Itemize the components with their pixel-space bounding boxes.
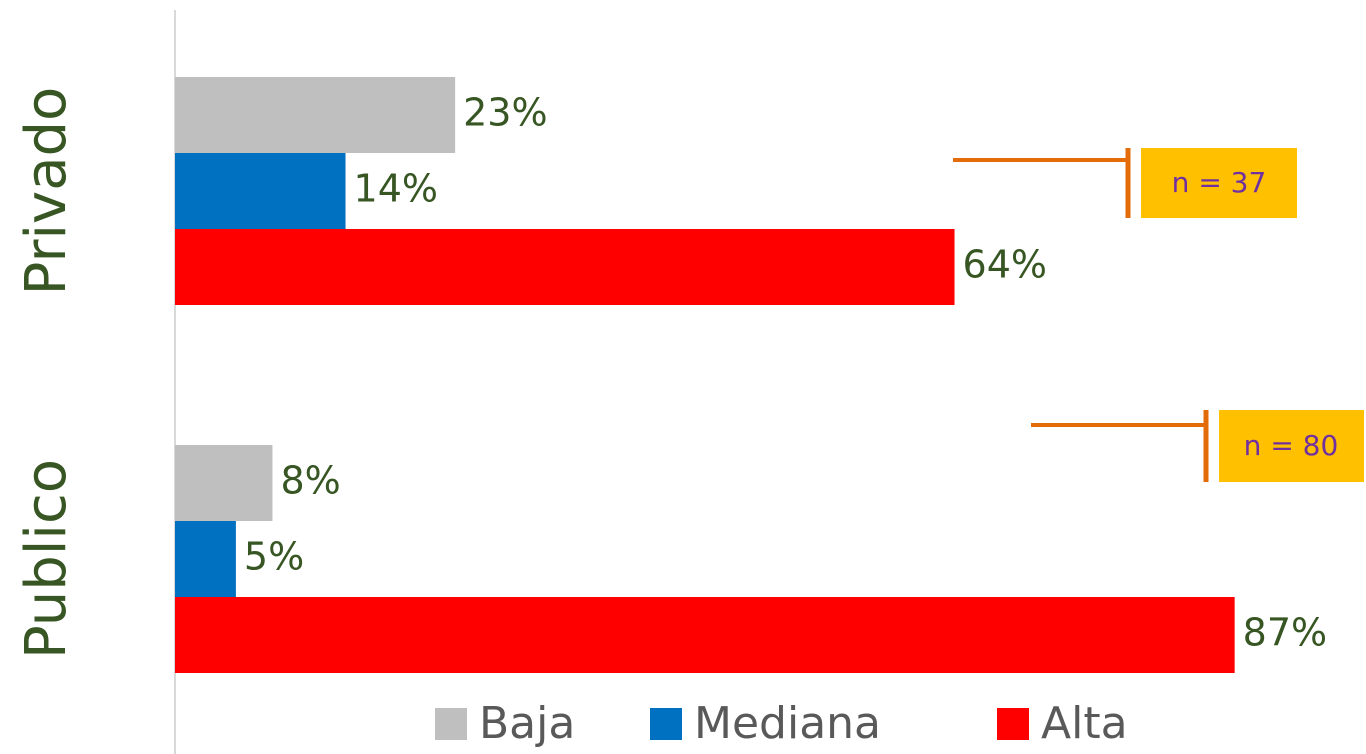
value-label: 5% (244, 535, 304, 579)
annotation-text: n = 80 (1244, 429, 1339, 462)
bar (175, 153, 346, 229)
bar (175, 445, 273, 521)
legend-label: Baja (479, 698, 575, 749)
legend-swatch (435, 708, 467, 740)
annotation-text: n = 37 (1172, 166, 1267, 199)
legend-label: Mediana (694, 698, 881, 749)
value-label: 14% (354, 167, 438, 211)
value-label: 64% (963, 243, 1047, 287)
legend-swatch (650, 708, 682, 740)
annotation-box (1141, 148, 1297, 218)
legend-label: Alta (1041, 698, 1128, 749)
annotation-2: n = 80 (1031, 410, 1364, 482)
annotation-1: n = 37 (953, 148, 1297, 218)
category-label: Publico (14, 459, 79, 659)
category-label: Privado (14, 87, 79, 296)
value-label: 8% (280, 459, 340, 503)
annotation-box (1219, 410, 1364, 482)
bar (175, 77, 456, 153)
legend-swatch (997, 708, 1029, 740)
value-label: 87% (1243, 611, 1327, 655)
bar (175, 597, 1235, 673)
value-label: 23% (463, 91, 547, 135)
bar (175, 229, 955, 305)
bar (175, 521, 236, 597)
